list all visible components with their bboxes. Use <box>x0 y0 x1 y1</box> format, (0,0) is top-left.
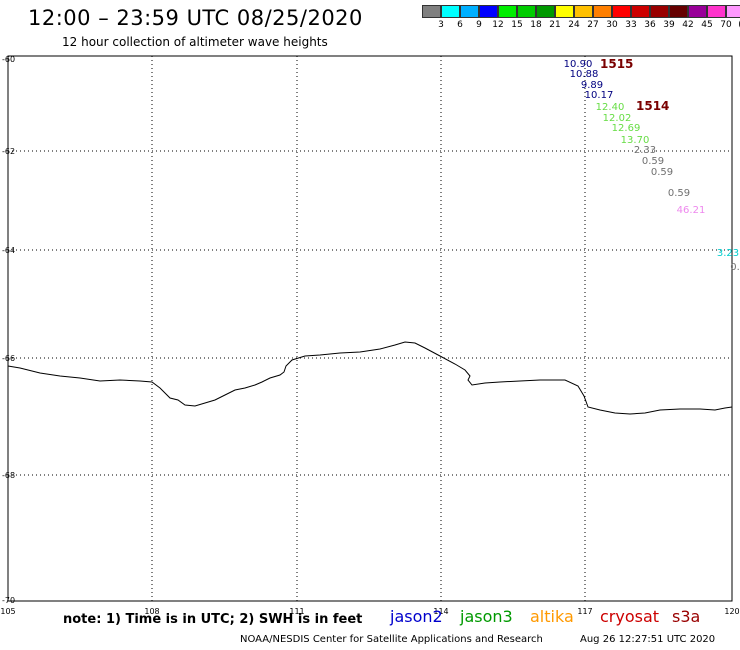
color-scale-swatch <box>650 5 669 18</box>
latitude-label: -70 <box>2 596 15 605</box>
color-scale-swatch <box>460 5 479 18</box>
legend-entry-s3a: s3a <box>672 607 701 626</box>
wave-height-value: 10.17 <box>585 90 614 101</box>
wave-height-value: 12.02 <box>603 113 632 124</box>
color-scale-label: 27 <box>587 20 599 30</box>
wave-height-value: 0.59 <box>651 167 673 178</box>
latitude-label: -64 <box>2 246 15 255</box>
color-scale-label: 3 <box>438 20 444 30</box>
longitude-label: 120 <box>724 607 739 616</box>
wave-height-value: 0. <box>730 262 740 273</box>
color-scale-swatch <box>422 5 441 18</box>
color-scale-swatch <box>479 5 498 18</box>
legend-entry-jason3: jason3 <box>460 607 513 626</box>
pass-time-label: 1514 <box>636 99 669 113</box>
map-frame <box>7 55 733 602</box>
color-scale-swatch <box>726 5 740 18</box>
color-scale-swatches <box>422 5 740 18</box>
color-scale-swatch <box>688 5 707 18</box>
pass-time-label: 1515 <box>600 57 633 71</box>
footer-credit: NOAA/NESDIS Center for Satellite Applica… <box>240 634 543 645</box>
longitude-label: 111 <box>289 607 304 616</box>
antarctic-coastline <box>7 341 733 415</box>
color-scale-swatch <box>574 5 593 18</box>
wave-height-value: 12.69 <box>612 123 641 134</box>
color-scale-label: 18 <box>530 20 542 30</box>
color-scale-swatch <box>498 5 517 18</box>
color-scale-swatch <box>593 5 612 18</box>
color-scale-label: (ft) <box>738 20 740 30</box>
map-subtitle: 12 hour collection of altimeter wave hei… <box>62 35 328 49</box>
color-scale-swatch <box>517 5 536 18</box>
color-scale-label: 70 <box>720 20 732 30</box>
color-scale-label: 9 <box>476 20 482 30</box>
wave-height-value: 0.59 <box>668 188 690 199</box>
color-scale-label: 36 <box>644 20 656 30</box>
map-axis-labels: -60 -62 -64 -66 -68 -70 105 108 111 114 117 120 <box>0 55 739 616</box>
wave-height-value: 12.40 <box>596 102 625 113</box>
longitude-label: 114 <box>433 607 448 616</box>
color-scale-label: 12 <box>492 20 504 30</box>
color-scale-label: 33 <box>625 20 637 30</box>
color-scale-label: 45 <box>701 20 713 30</box>
color-scale-swatch <box>707 5 726 18</box>
color-scale-label: 39 <box>663 20 675 30</box>
wave-height-value: 13.70 <box>621 135 650 146</box>
color-scale-swatch <box>631 5 650 18</box>
latitude-label: -62 <box>2 147 15 156</box>
wave-height-value: 2.33 <box>634 145 656 156</box>
color-scale-swatch <box>555 5 574 18</box>
wave-height-value: 10.90 <box>564 59 593 70</box>
color-scale-label: 42 <box>682 20 694 30</box>
color-scale-swatch <box>612 5 631 18</box>
color-scale-label: 15 <box>511 20 523 30</box>
wave-height-value: 0.59 <box>642 156 664 167</box>
legend-entry-jason2: jason2 <box>390 607 443 626</box>
footer-timestamp: Aug 26 12:27:51 UTC 2020 <box>580 634 716 645</box>
color-scale-label: 21 <box>549 20 561 30</box>
longitude-label: 117 <box>577 607 592 616</box>
color-scale-swatch <box>441 5 460 18</box>
color-scale-label: 30 <box>606 20 618 30</box>
latitude-label: -68 <box>2 471 15 480</box>
color-scale-swatch <box>669 5 688 18</box>
legend-entry-altika: altika <box>530 607 574 626</box>
color-scale-swatch <box>536 5 555 18</box>
wave-height-value: 9.89 <box>581 80 603 91</box>
color-scale-label: 6 <box>457 20 463 30</box>
longitude-label: 108 <box>144 607 159 616</box>
footer-note: note: 1) Time is in UTC; 2) SWH is in fe… <box>63 612 363 627</box>
legend-entry-cryosat: cryosat <box>600 607 660 626</box>
latitude-label: -60 <box>2 55 15 64</box>
longitude-label: 105 <box>0 607 15 616</box>
wave-height-value: 10.88 <box>570 69 599 80</box>
color-scale-label: 24 <box>568 20 580 30</box>
wave-height-value: 3.23 <box>717 248 739 259</box>
map-title: 12:00 – 23:59 UTC 08/25/2020 <box>28 6 363 30</box>
wave-height-value: 46.21 <box>677 205 706 216</box>
latitude-label: -66 <box>2 354 15 363</box>
altimeter-observations: 10.9010.889.8910.1712.4012.0212.6913.702… <box>564 57 740 273</box>
map-grid <box>8 56 732 601</box>
